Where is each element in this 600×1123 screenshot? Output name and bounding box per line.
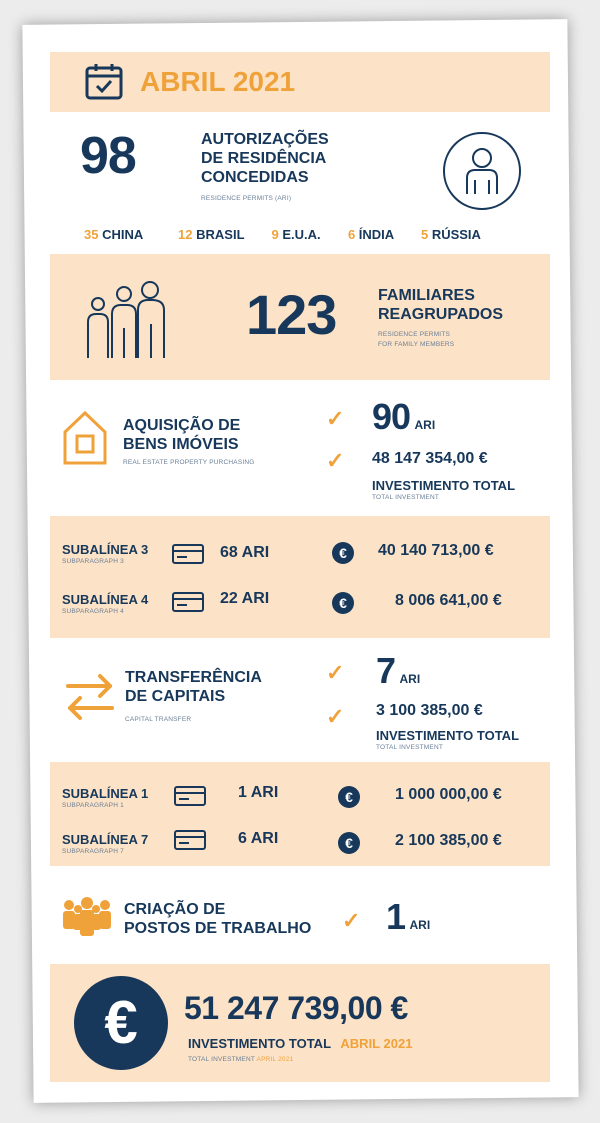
jobs-title-line2: POSTOS DE TRABALHO [124,920,312,937]
capital-title-line1: TRANSFERÊNCIA [125,669,262,686]
subparagraph-amount: 8 006 641,00 € [395,592,502,609]
total-label: INVESTIMENTO TOTAL ABRIL 2021 [188,1036,412,1051]
residence-title-line3: CONCEDIDAS [201,169,309,186]
workers-icon [63,897,111,936]
subparagraph-label: SUBALÍNEA 3 [62,542,149,557]
subparagraph-label: SUBALÍNEA 4 [62,592,149,607]
subparagraph-amount: 40 140 713,00 € [378,542,494,559]
header-band: ABRIL 2021 [50,52,550,112]
property-total-label: INVESTIMENTO TOTAL [372,478,516,493]
capital-total-sub: TOTAL INVESTMENT [376,744,444,751]
family-subtitle: RESIDENCE PERMITS FOR FAMILY MEMBERS [378,330,454,350]
family-count: 123 [246,283,337,346]
property-total-sub: TOTAL INVESTMENT [372,494,440,501]
person-circle-icon [443,132,521,210]
check-icon: ✓ [326,704,345,729]
subparagraph-sub: SUBPARAGRAPH 7 [62,848,124,855]
residence-count: 98 [80,127,137,185]
subparagraph-ari: 22 ARI [220,590,270,607]
check-icon: ✓ [326,660,345,685]
jobs-ari-label: ARI [409,918,431,932]
transfer-arrows-icon [66,674,114,720]
family-title-line1: FAMILIARES [378,287,475,304]
card-icon [174,830,206,850]
subparagraph-ari: 1 ARI [238,784,279,801]
capital-subtitle: CAPITAL TRANSFER [125,716,192,723]
infographic-card: ABRIL 2021 98 AUTORIZAÇÕES DE RESIDÊNCIA… [36,32,564,1094]
capital-title: TRANSFERÊNCIA DE CAPITAIS [125,668,262,706]
capital-ari-count: 7 [376,650,396,691]
family-band: 123 FAMILIARES REAGRUPADOS RESIDENCE PER… [50,254,550,380]
country-item: 12 BRASIL [178,227,245,242]
jobs-ari: 1 ARI [386,896,430,938]
check-icon: ✓ [326,406,345,431]
country-item: 35 CHINA [84,227,143,242]
property-ari-count: 90 [372,396,411,437]
total-amount: 51 247 739,00 € [184,990,408,1026]
total-band: € 51 247 739,00 € INVESTIMENTO TOTAL ABR… [50,964,550,1082]
family-title: FAMILIARES REAGRUPADOS [378,286,503,324]
property-title-line2: BENS IMÓVEIS [123,436,239,453]
check-icon: ✓ [342,908,361,933]
euro-icon: € [338,786,360,808]
total-sub-text: TOTAL INVESTMENT [188,1056,255,1063]
calendar-check-icon [85,64,123,100]
subparagraph-ari: 6 ARI [238,830,279,847]
residence-title-line1: AUTORIZAÇÕES [201,131,329,148]
jobs-title: CRIAÇÃO DE POSTOS DE TRABALHO [124,900,311,938]
capital-ari: 7 ARI [376,650,420,692]
total-label-text: INVESTIMENTO TOTAL [188,1036,331,1051]
residence-title: AUTORIZAÇÕES DE RESIDÊNCIA CONCEDIDAS [201,130,329,187]
card-icon [172,544,204,564]
property-ari: 90 ARI [372,396,435,438]
family-subtitle-line1: RESIDENCE PERMITS [378,331,451,338]
subparagraph-label: SUBALÍNEA 1 [62,786,149,801]
total-sub: TOTAL INVESTMENT APRIL 2021 [188,1056,293,1063]
country-list: 35 CHINA 12 BRASIL 9 E.U.A. 6 ÍNDIA 5 RÚ… [84,227,481,242]
capital-title-line2: DE CAPITAIS [125,688,226,705]
euro-icon: € [332,542,354,564]
euro-icon: € [74,976,168,1070]
subparagraph-sub: SUBPARAGRAPH 4 [62,608,124,615]
subparagraph-amount: 1 000 000,00 € [395,786,502,803]
country-item: 9 E.U.A. [271,227,321,242]
family-icon [87,281,165,358]
capital-ari-label: ARI [399,672,421,686]
property-subtitle: REAL ESTATE PROPERTY PURCHASING [123,459,255,466]
check-icon: ✓ [326,448,345,473]
country-item: 5 RÚSSIA [420,227,481,242]
subparagraph-label: SUBALÍNEA 7 [62,832,149,847]
subparagraph-ari: 68 ARI [220,544,270,561]
card-icon [172,592,204,612]
property-title-line1: AQUISIÇÃO DE [123,417,241,434]
capital-amount: 3 100 385,00 € [376,702,483,719]
jobs-title-line1: CRIAÇÃO DE [124,901,226,918]
card-icon [174,786,206,806]
residence-title-line2: DE RESIDÊNCIA [201,150,327,167]
property-title: AQUISIÇÃO DE BENS IMÓVEIS [123,416,240,454]
subparagraph-amount: 2 100 385,00 € [395,832,502,849]
jobs-ari-count: 1 [386,896,406,937]
total-label-period: ABRIL 2021 [340,1036,413,1051]
euro-icon: € [332,592,354,614]
residence-subtitle: RESIDENCE PERMITS (ARI) [201,195,292,202]
property-amount: 48 147 354,00 € [372,450,488,467]
header-title: ABRIL 2021 [140,66,296,97]
family-title-line2: REAGRUPADOS [378,306,504,323]
capital-detail-band: SUBALÍNEA 1 SUBPARAGRAPH 1 1 ARI € 1 000… [50,762,550,866]
property-ari-label: ARI [414,418,436,432]
capital-total-label: INVESTIMENTO TOTAL [376,728,520,743]
euro-icon: € [338,832,360,854]
property-detail-band: SUBALÍNEA 3 SUBPARAGRAPH 3 68 ARI € 40 1… [50,516,550,638]
family-subtitle-line2: FOR FAMILY MEMBERS [378,341,455,348]
subparagraph-sub: SUBPARAGRAPH 1 [62,802,124,809]
country-item: 6 ÍNDIA [347,227,394,242]
house-icon [63,410,107,465]
total-sub-period: APRIL 2021 [256,1056,294,1063]
subparagraph-sub: SUBPARAGRAPH 3 [62,558,124,565]
